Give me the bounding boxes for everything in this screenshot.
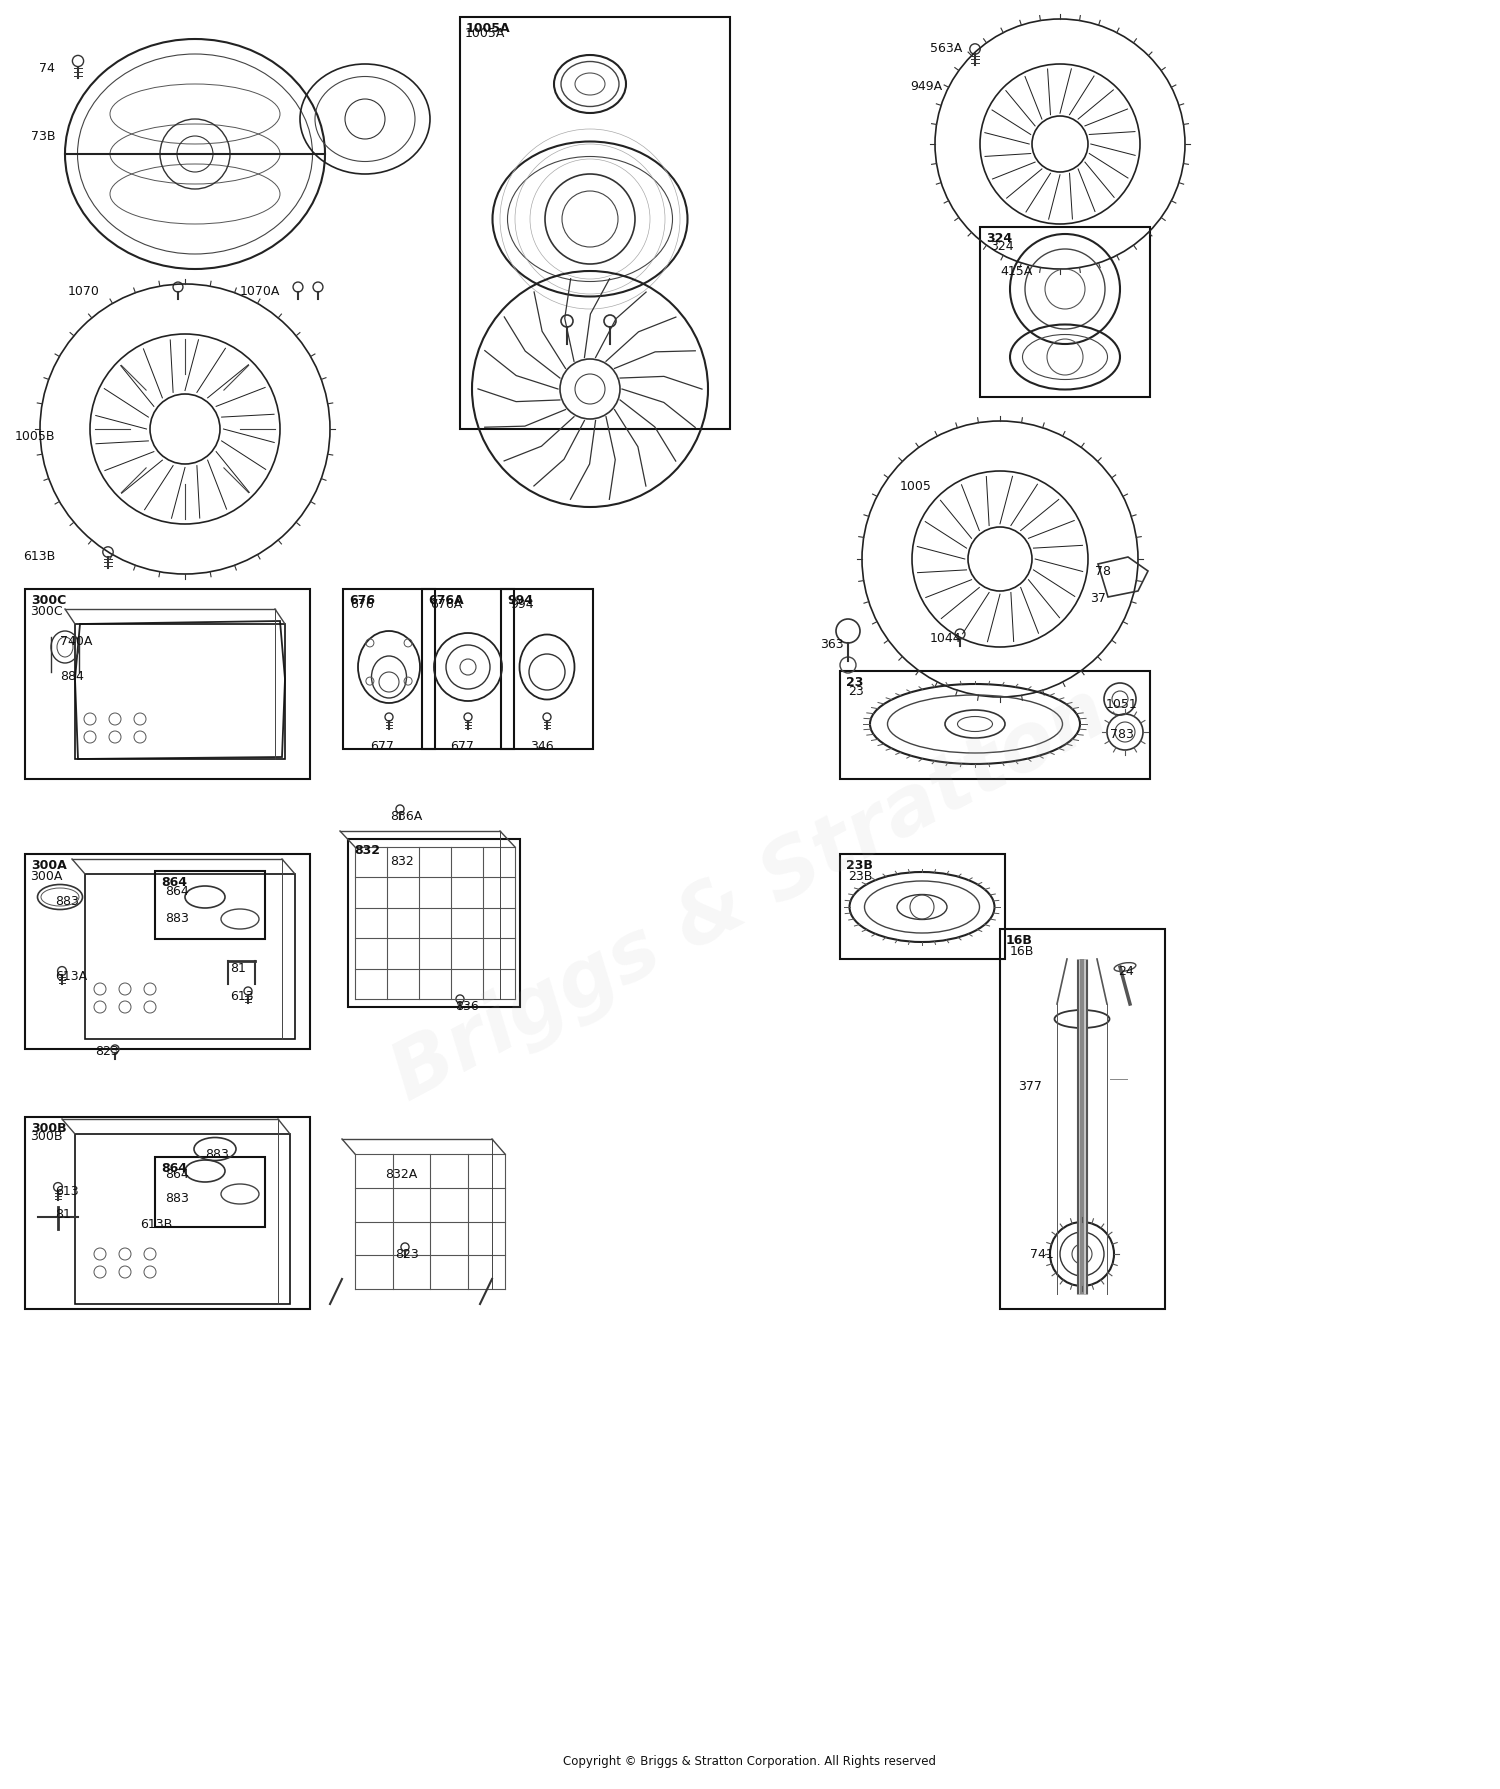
Text: 676: 676 [350,594,375,606]
Text: 1051: 1051 [1106,698,1137,710]
Bar [840,671,1150,780]
Text: 741: 741 [1030,1247,1053,1259]
Text: 613B: 613B [22,549,56,564]
Bar [1000,930,1166,1310]
Text: 783: 783 [1110,728,1134,741]
Text: 81: 81 [56,1208,70,1220]
Text: 1005A: 1005A [466,21,510,36]
Text: 1005: 1005 [900,479,932,492]
Text: 363: 363 [821,637,843,651]
Bar [154,1157,266,1227]
Text: 300A: 300A [32,859,68,871]
Text: 676A: 676A [430,598,462,610]
Bar [26,855,310,1050]
Bar [75,1134,290,1304]
Text: 884: 884 [60,669,84,683]
Text: 37: 37 [1090,592,1106,605]
Text: 377: 377 [1019,1079,1042,1093]
Text: 300A: 300A [30,869,63,882]
Text: 300C: 300C [32,594,66,606]
Text: 16B: 16B [1010,945,1035,957]
Text: 563A: 563A [930,41,962,55]
Bar [26,1118,310,1310]
Text: 613: 613 [56,1184,78,1197]
Text: 994: 994 [507,594,532,606]
Text: 300B: 300B [32,1122,66,1134]
Text: 740A: 740A [60,635,93,648]
Text: 864: 864 [165,884,189,898]
Text: 613B: 613B [140,1217,172,1231]
Text: 883: 883 [206,1147,230,1161]
Bar [344,590,435,750]
Text: 1005A: 1005A [465,27,506,39]
Text: 836: 836 [454,1000,478,1013]
Text: 415A: 415A [1000,265,1032,277]
Bar [75,624,285,760]
Bar [840,855,1005,959]
Text: 832: 832 [390,855,414,868]
Text: 23B: 23B [847,869,873,882]
Text: 883: 883 [165,911,189,925]
Text: 300B: 300B [30,1129,63,1143]
Text: 883: 883 [165,1191,189,1204]
Text: 1070: 1070 [68,284,100,297]
Bar [460,18,730,429]
Text: 832: 832 [354,844,380,857]
Text: 883: 883 [56,894,80,907]
Text: 823: 823 [394,1247,418,1259]
Text: 324: 324 [990,240,1014,252]
Text: 73B: 73B [30,131,56,143]
Text: 832A: 832A [386,1168,417,1181]
Bar [980,227,1150,397]
Text: 864: 864 [160,1161,188,1174]
Text: 677: 677 [450,739,474,753]
Text: Copyright © Briggs & Stratton Corporation. All Rights reserved: Copyright © Briggs & Stratton Corporatio… [564,1755,936,1768]
Text: 1005B: 1005B [15,429,55,442]
Text: 864: 864 [160,875,188,889]
Text: 864: 864 [165,1168,189,1181]
Text: 1070A: 1070A [240,284,280,297]
Text: 324: 324 [986,233,1012,245]
Text: 78: 78 [1095,565,1112,578]
Bar [154,871,266,939]
Bar [348,839,520,1007]
Text: 836A: 836A [390,810,423,823]
Text: 823: 823 [94,1045,118,1057]
Text: 23B: 23B [846,859,873,871]
Text: 74: 74 [39,63,56,75]
Text: 613A: 613A [56,970,87,982]
Text: 23: 23 [846,676,864,689]
Text: 613: 613 [230,989,254,1002]
Text: 949A: 949A [910,81,942,93]
Text: 994: 994 [510,598,534,610]
Bar [422,590,514,750]
Text: 23: 23 [847,685,864,698]
Text: 677: 677 [370,739,394,753]
Bar [501,590,592,750]
Text: Briggs & Stratton: Briggs & Stratton [380,673,1120,1116]
Text: 24: 24 [1118,964,1134,977]
Text: 346: 346 [530,739,554,753]
Text: 81: 81 [230,961,246,975]
Text: 16B: 16B [1007,934,1034,946]
Text: 676A: 676A [427,594,464,606]
Text: 300C: 300C [30,605,63,617]
Bar [86,875,296,1039]
Text: 1044: 1044 [930,632,962,644]
Bar [26,590,310,780]
Text: 676: 676 [350,598,374,610]
